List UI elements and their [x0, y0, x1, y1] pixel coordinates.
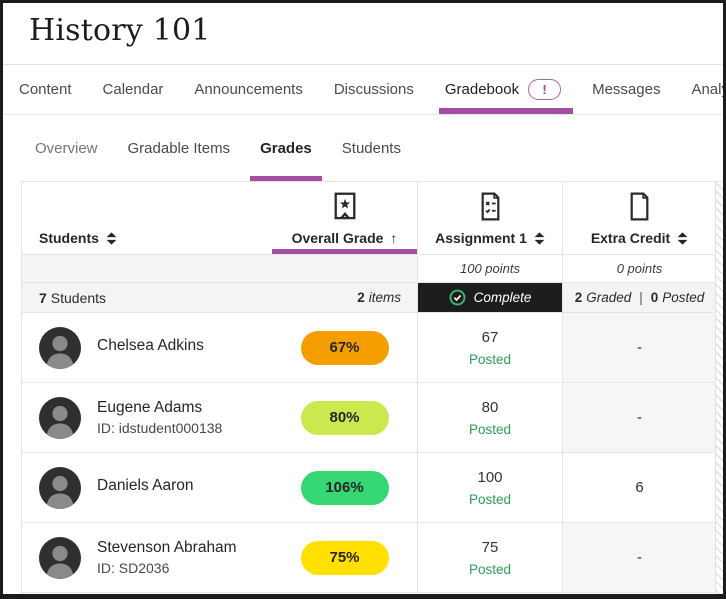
- subtab-gradable-items[interactable]: Gradable Items: [127, 139, 231, 157]
- student-name[interactable]: Daniels Aaron: [97, 477, 194, 494]
- extra-credit-cell[interactable]: 6: [562, 453, 716, 522]
- assignment-score: 80: [481, 398, 499, 416]
- course-nav: Content Calendar Announcements Discussio…: [3, 65, 723, 115]
- avatar: [39, 396, 81, 439]
- items-count: 2 items: [357, 290, 401, 305]
- avatar: [39, 326, 81, 369]
- tab-discussions[interactable]: Discussions: [333, 81, 414, 98]
- extra-credit-points: 0 points: [562, 255, 716, 282]
- title-bar: History 101: [3, 3, 723, 65]
- tab-gradebook[interactable]: Gradebook !: [438, 65, 574, 114]
- assignment-grade-cell[interactable]: 100 Posted: [417, 453, 562, 522]
- summary-row: 7 Students 2 items Complete 2 Graded |: [22, 283, 715, 313]
- column-header-assignment-1[interactable]: Assignment 1: [417, 182, 562, 254]
- posted-status: Posted: [468, 491, 512, 507]
- assignment-score: 67: [481, 328, 499, 346]
- tab-content[interactable]: Content: [19, 81, 72, 98]
- next-row-sliver: [22, 593, 715, 594]
- overall-grade-pill[interactable]: 80%: [300, 400, 389, 435]
- extra-credit-summary: 2 Graded | 0 Posted: [562, 283, 716, 312]
- assignment-grade-cell[interactable]: 80 Posted: [417, 383, 562, 452]
- posted-status: Posted: [468, 351, 512, 367]
- table-overflow-hatch: [715, 182, 723, 594]
- assignment-score: 100: [477, 468, 503, 486]
- award-icon: [332, 192, 358, 221]
- table-header-row: Students Overall Grade ↑: [22, 182, 715, 255]
- sort-ascending-icon: ↑: [390, 230, 398, 246]
- tab-calendar[interactable]: Calendar: [102, 81, 164, 98]
- student-name[interactable]: Chelsea Adkins: [97, 337, 204, 354]
- grades-table: Students Overall Grade ↑: [21, 181, 723, 594]
- subtab-overview[interactable]: Overview: [35, 139, 98, 157]
- student-id: ID: SD2036: [97, 560, 170, 576]
- tab-analytics[interactable]: Analytics: [691, 81, 723, 98]
- student-name[interactable]: Stevenson Abraham: [97, 539, 237, 556]
- avatar: [39, 466, 81, 509]
- subtab-grades[interactable]: Grades: [250, 115, 322, 181]
- assignment-grade-cell[interactable]: 67 Posted: [417, 313, 562, 382]
- assignment-score: 75: [481, 538, 499, 556]
- table-row: Stevenson Abraham ID: SD2036 75% 75 Post…: [22, 523, 716, 593]
- points-row: 100 points 0 points: [22, 255, 715, 283]
- extra-credit-cell[interactable]: -: [562, 523, 716, 592]
- extra-credit-cell[interactable]: -: [562, 313, 716, 382]
- sort-updown-icon: [534, 231, 545, 245]
- student-id: ID: idstudent000138: [97, 420, 223, 436]
- sort-updown-icon: [677, 231, 688, 245]
- subtab-students[interactable]: Students: [341, 139, 401, 157]
- table-row: Daniels Aaron 106% 100 Posted 6: [22, 453, 715, 523]
- student-name[interactable]: Eugene Adams: [97, 399, 203, 416]
- tab-messages[interactable]: Messages: [592, 81, 661, 98]
- sort-updown-icon: [106, 231, 117, 245]
- document-icon: [627, 192, 652, 221]
- column-header-overall-grade[interactable]: Overall Grade ↑: [272, 182, 417, 254]
- assignment-status-badge: Complete: [417, 283, 562, 312]
- table-row: Chelsea Adkins 67% 67 Posted -: [22, 313, 716, 383]
- extra-credit-cell[interactable]: -: [562, 383, 716, 452]
- column-header-extra-credit[interactable]: Extra Credit: [562, 182, 716, 254]
- table-row: Eugene Adams ID: idstudent000138 80% 80 …: [22, 383, 716, 453]
- overall-grade-pill[interactable]: 75%: [300, 540, 389, 575]
- gradebook-alert-badge: !: [528, 79, 562, 100]
- overall-grade-pill[interactable]: 106%: [300, 470, 389, 505]
- avatar: [39, 536, 81, 579]
- students-count: 7 Students: [39, 289, 107, 306]
- tab-announcements[interactable]: Announcements: [194, 81, 303, 98]
- quiz-document-icon: [478, 192, 503, 221]
- posted-status: Posted: [468, 561, 512, 577]
- posted-status: Posted: [468, 421, 512, 437]
- page-title: History 101: [29, 13, 211, 48]
- overall-grade-pill[interactable]: 67%: [300, 330, 389, 365]
- gradebook-subnav: Overview Gradable Items Grades Students: [3, 115, 723, 181]
- assignment-points: 100 points: [417, 255, 562, 282]
- column-header-students[interactable]: Students: [22, 182, 272, 254]
- assignment-grade-cell[interactable]: 75 Posted: [417, 523, 562, 592]
- check-circle-icon: [449, 289, 466, 306]
